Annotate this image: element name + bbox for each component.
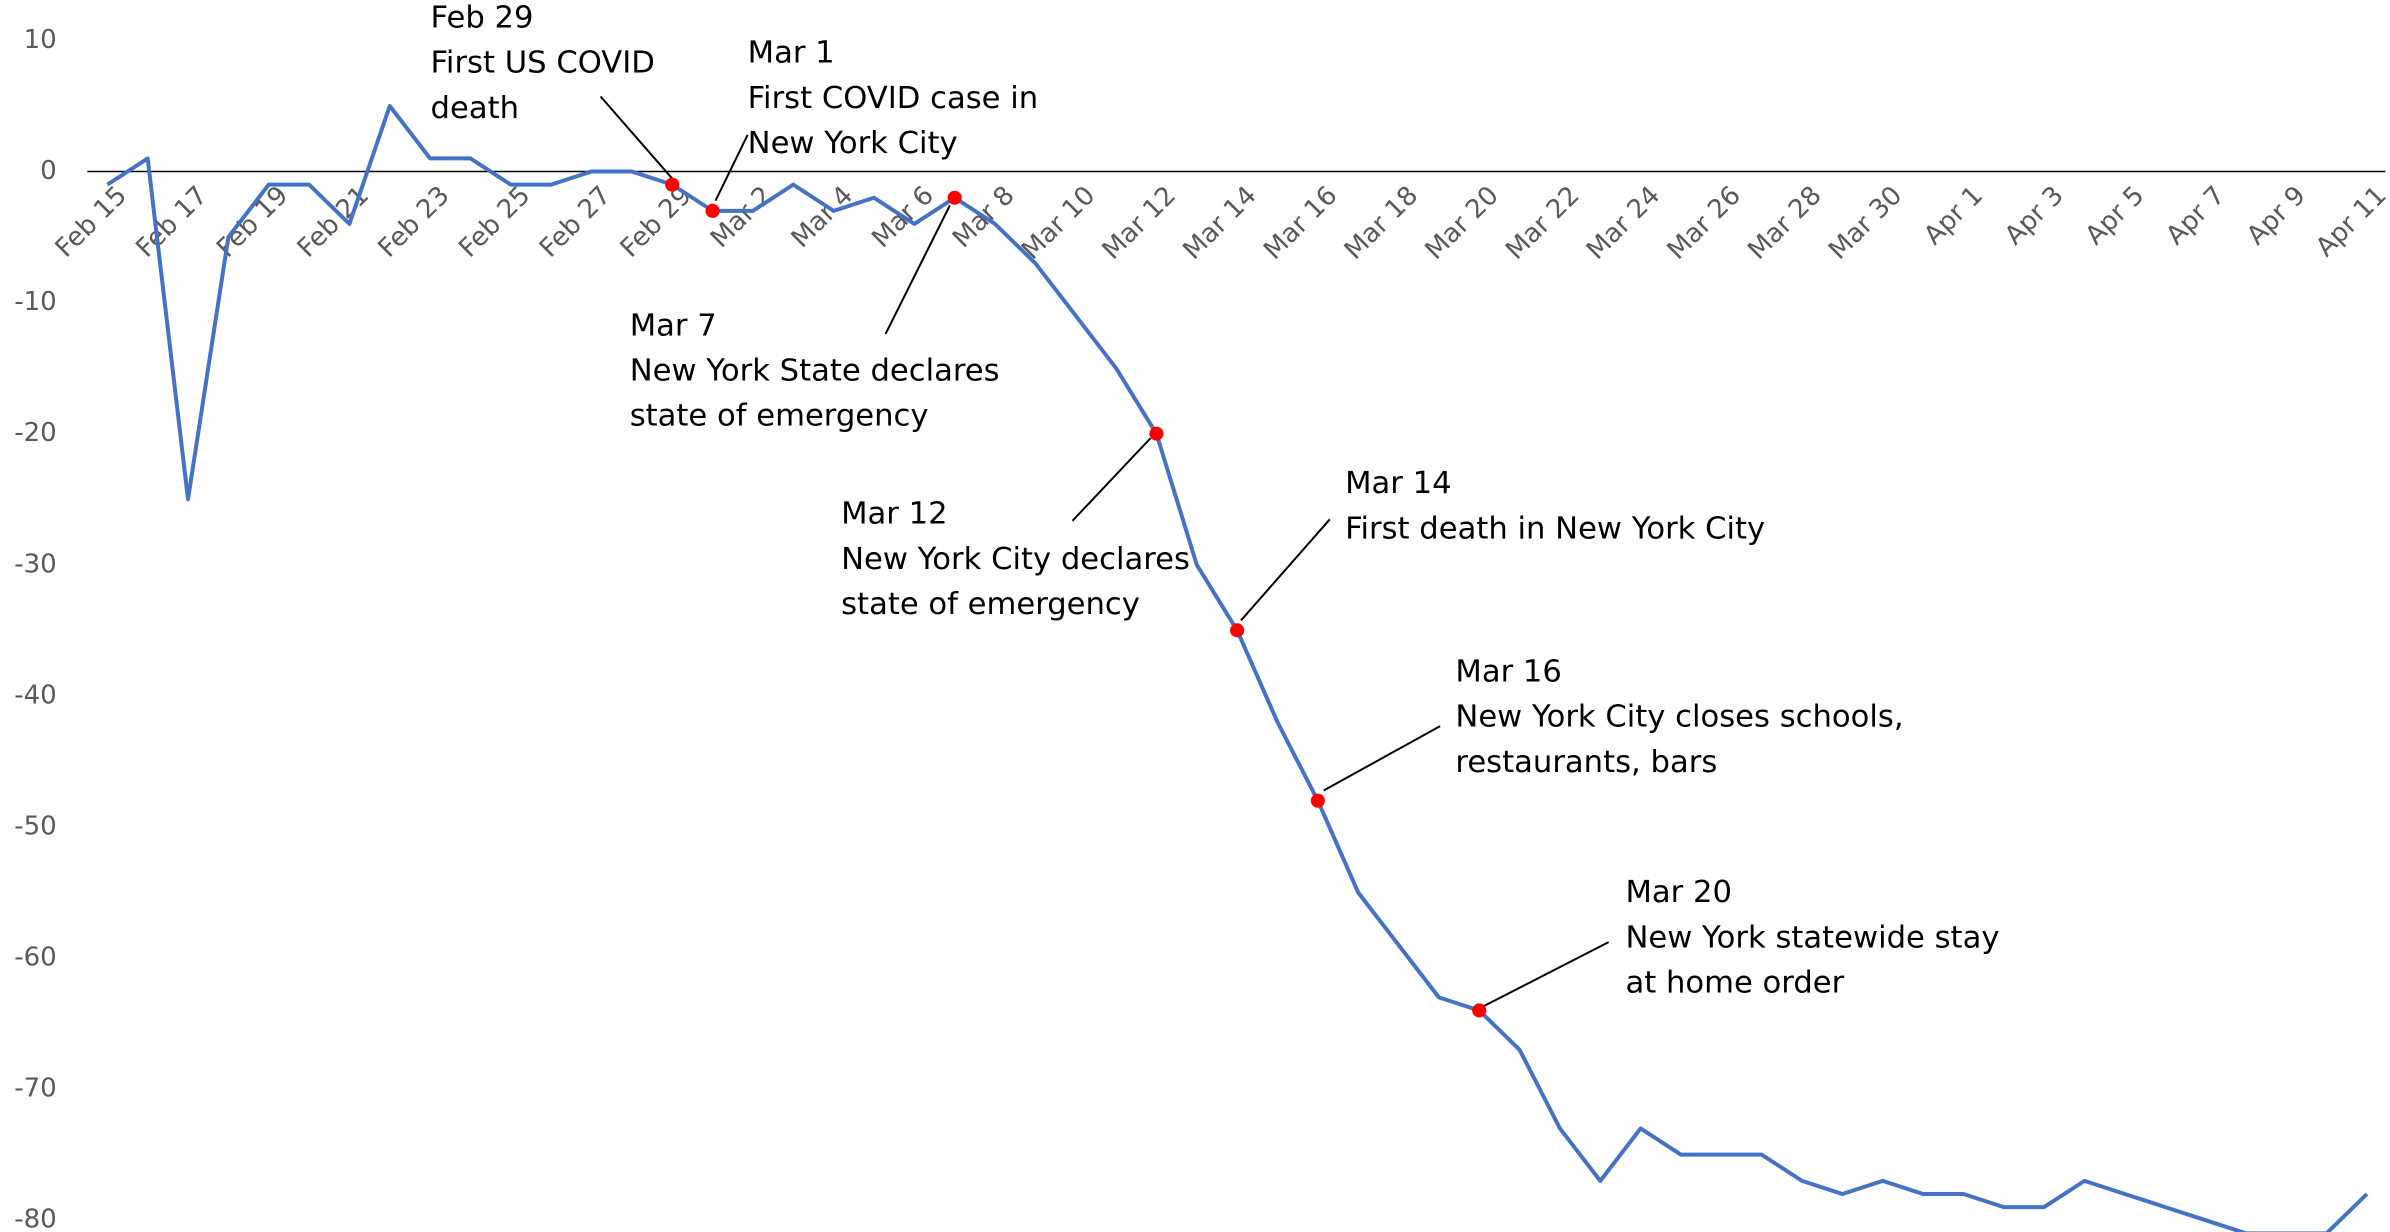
event-marker bbox=[1230, 623, 1245, 638]
annotation-line: First US COVID bbox=[431, 45, 655, 80]
x-tick-label: Feb 27 bbox=[534, 180, 617, 263]
x-tick-label: Mar 14 bbox=[1177, 180, 1262, 265]
annotation-line: Mar 20 bbox=[1625, 875, 1732, 910]
annotation-line: restaurants, bars bbox=[1455, 744, 1717, 779]
annotation-line: New York City bbox=[748, 126, 958, 161]
y-tick-label: 10 bbox=[24, 25, 57, 55]
annotation-leader bbox=[1240, 518, 1331, 622]
annotation-line: New York State declares bbox=[630, 353, 1000, 388]
annotation: Feb 29 First US COVID death bbox=[431, 0, 655, 125]
annotation-leader bbox=[1482, 941, 1610, 1008]
x-tick-label: Mar 16 bbox=[1258, 180, 1343, 265]
event-marker bbox=[705, 203, 720, 218]
annotation-leader bbox=[599, 95, 675, 182]
x-tick-label: Apr 9 bbox=[2241, 180, 2312, 251]
x-tick-label: Mar 20 bbox=[1420, 180, 1505, 265]
x-tick-label: Mar 30 bbox=[1823, 180, 1908, 265]
event-marker bbox=[947, 190, 962, 205]
x-tick-label: Mar 18 bbox=[1339, 180, 1424, 265]
x-tick-label: Feb 15 bbox=[50, 180, 133, 263]
x-tick-label: Apr 7 bbox=[2160, 180, 2231, 251]
annotation-line: Mar 16 bbox=[1455, 654, 1562, 689]
y-tick-label: -40 bbox=[14, 680, 57, 710]
annotation: Mar 7 New York State declares state of eme… bbox=[630, 308, 1000, 433]
annotation-line: First death in New York City bbox=[1345, 511, 1765, 546]
annotation-leader bbox=[1071, 437, 1152, 522]
annotation-line: New York City declares bbox=[841, 541, 1190, 576]
annotation-line: New York City closes schools, bbox=[1455, 699, 1903, 734]
x-tick-label: Apr 1 bbox=[1918, 180, 1989, 251]
y-tick-label: 0 bbox=[40, 156, 57, 186]
annotation-leader bbox=[714, 134, 749, 202]
event-marker bbox=[1472, 1003, 1487, 1018]
y-tick-label: -30 bbox=[14, 549, 57, 579]
annotation-line: New York statewide stay bbox=[1625, 920, 1999, 955]
annotation-leader bbox=[884, 204, 951, 335]
x-tick-label: Mar 2 bbox=[705, 180, 779, 254]
y-tick-label: -80 bbox=[14, 1205, 57, 1232]
y-tick-label: -20 bbox=[14, 418, 57, 448]
x-tick-label: Mar 12 bbox=[1097, 180, 1182, 265]
annotation-line: state of emergency bbox=[841, 587, 1140, 622]
annotation: Mar 1 First COVID case in New York City bbox=[748, 35, 1039, 160]
x-tick-label: Mar 22 bbox=[1500, 180, 1585, 265]
annotation-line: at home order bbox=[1625, 965, 1844, 1000]
x-tick-label: Apr 3 bbox=[1999, 180, 2070, 251]
x-tick-label: Mar 28 bbox=[1742, 180, 1827, 265]
x-tick-label: Apr 5 bbox=[2080, 180, 2151, 251]
x-tick-label: Mar 24 bbox=[1581, 180, 1666, 265]
annotation-line: Mar 14 bbox=[1345, 466, 1452, 501]
x-tick-label: Mar 4 bbox=[786, 180, 860, 254]
annotation: Mar 14 First death in New York City bbox=[1345, 466, 1765, 546]
annotation: Mar 16 New York City closes schools, resta… bbox=[1455, 654, 1903, 779]
y-tick-label: -10 bbox=[14, 287, 57, 317]
x-tick-label: Feb 25 bbox=[453, 180, 536, 263]
y-tick-label: -60 bbox=[14, 943, 57, 973]
x-tick-label: Feb 17 bbox=[130, 180, 213, 263]
event-marker bbox=[665, 177, 680, 192]
y-tick-label: -50 bbox=[14, 811, 57, 841]
annotation-line: First COVID case in bbox=[748, 80, 1039, 115]
annotation: Mar 20 New York statewide stay at home ord… bbox=[1625, 875, 1999, 1000]
annotation-leader bbox=[1323, 725, 1441, 792]
x-tick-label: Feb 23 bbox=[373, 180, 456, 263]
annotation-line: state of emergency bbox=[630, 398, 929, 433]
y-tick-label: -70 bbox=[14, 1074, 57, 1104]
event-marker bbox=[1310, 793, 1325, 808]
x-tick-label: Mar 26 bbox=[1662, 180, 1747, 265]
x-tick-label: Mar 10 bbox=[1016, 180, 1101, 265]
annotation-line: death bbox=[431, 90, 519, 125]
x-tick-label: Apr 11 bbox=[2310, 180, 2390, 262]
event-marker bbox=[1149, 426, 1164, 441]
annotation-line: Mar 12 bbox=[841, 496, 948, 531]
data-line bbox=[106, 103, 2369, 1232]
annotation-line: Mar 7 bbox=[630, 308, 717, 343]
annotation-line: Feb 29 bbox=[431, 0, 534, 35]
annotation-line: Mar 1 bbox=[748, 35, 835, 70]
x-tick-label: Feb 21 bbox=[292, 180, 375, 263]
x-tick-label: Feb 19 bbox=[211, 180, 294, 263]
annotation: Mar 12 New York City declares state of eme… bbox=[841, 496, 1190, 621]
